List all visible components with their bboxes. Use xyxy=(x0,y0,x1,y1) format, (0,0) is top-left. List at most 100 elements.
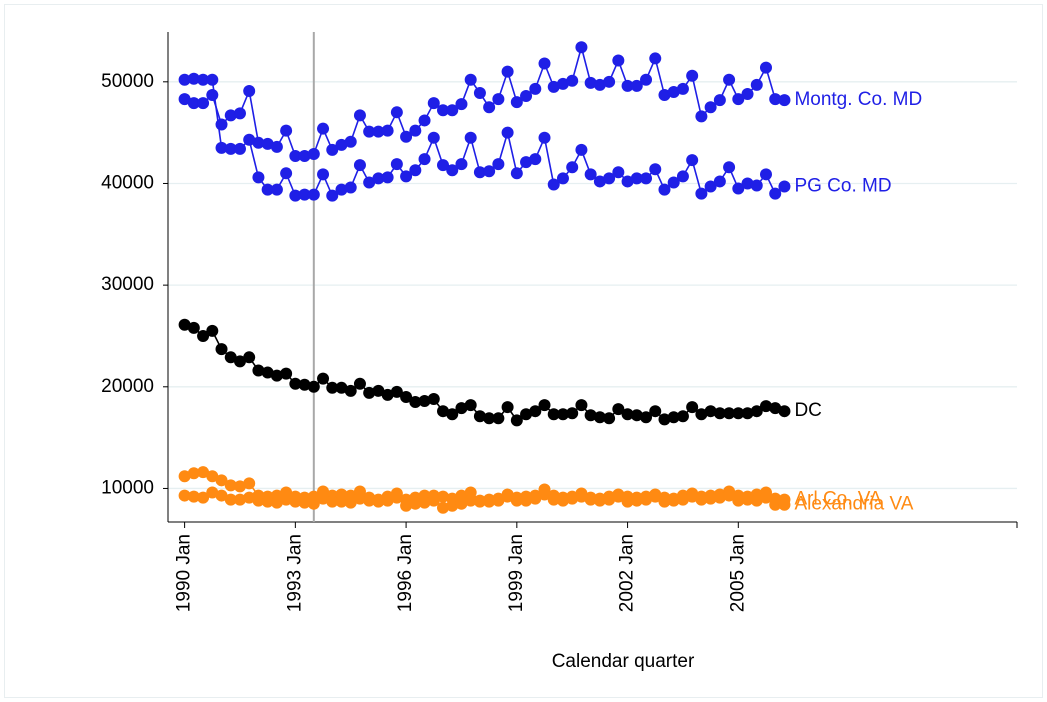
marker xyxy=(704,101,717,114)
marker xyxy=(363,386,376,399)
marker xyxy=(187,321,200,334)
marker xyxy=(492,93,505,106)
marker xyxy=(298,496,311,509)
marker xyxy=(501,401,514,414)
marker xyxy=(713,175,726,188)
marker xyxy=(529,492,542,505)
marker xyxy=(649,52,662,65)
marker xyxy=(695,493,708,506)
marker xyxy=(427,97,440,110)
marker xyxy=(649,163,662,176)
x-axis-label: Calendar quarter xyxy=(552,651,695,672)
marker xyxy=(584,493,597,506)
marker xyxy=(178,93,191,106)
marker xyxy=(566,74,579,87)
marker xyxy=(280,367,293,380)
marker xyxy=(520,408,533,421)
marker xyxy=(778,180,791,193)
marker xyxy=(640,411,653,424)
marker xyxy=(547,80,560,93)
marker xyxy=(197,466,210,479)
marker xyxy=(418,395,431,408)
marker xyxy=(566,161,579,174)
marker xyxy=(243,491,256,504)
marker xyxy=(473,86,486,99)
marker xyxy=(741,407,754,420)
marker xyxy=(732,182,745,195)
marker xyxy=(178,73,191,86)
marker xyxy=(252,364,265,377)
marker xyxy=(344,181,357,194)
marker xyxy=(455,98,468,111)
marker xyxy=(224,351,237,364)
marker xyxy=(427,392,440,405)
marker xyxy=(603,75,616,88)
marker xyxy=(215,489,228,502)
marker xyxy=(233,355,246,368)
marker xyxy=(289,495,302,508)
marker xyxy=(750,494,763,507)
marker xyxy=(233,480,246,493)
marker xyxy=(243,84,256,97)
marker xyxy=(390,106,403,119)
marker xyxy=(400,170,413,183)
marker xyxy=(501,490,514,503)
marker xyxy=(344,496,357,509)
marker xyxy=(243,477,256,490)
marker xyxy=(437,159,450,172)
marker xyxy=(317,168,330,181)
marker xyxy=(593,175,606,188)
marker xyxy=(261,495,274,508)
marker xyxy=(649,405,662,418)
marker xyxy=(206,470,219,483)
marker xyxy=(510,96,523,109)
marker xyxy=(510,494,523,507)
marker xyxy=(483,165,496,178)
marker xyxy=(298,378,311,391)
y-tick-label: 50000 xyxy=(101,71,154,92)
marker xyxy=(538,488,551,501)
marker xyxy=(446,104,459,117)
marker xyxy=(667,85,680,98)
marker xyxy=(178,318,191,331)
marker xyxy=(409,124,422,137)
marker xyxy=(409,396,422,409)
marker xyxy=(427,494,440,507)
marker xyxy=(372,384,385,397)
marker xyxy=(640,172,653,185)
marker xyxy=(529,82,542,95)
marker xyxy=(621,408,634,421)
marker xyxy=(584,76,597,89)
marker xyxy=(667,411,680,424)
marker xyxy=(741,88,754,101)
marker xyxy=(713,94,726,107)
marker xyxy=(593,494,606,507)
marker xyxy=(686,69,699,82)
marker xyxy=(473,495,486,508)
marker xyxy=(270,140,283,153)
marker xyxy=(483,495,496,508)
marker xyxy=(353,492,366,505)
marker xyxy=(658,495,671,508)
marker xyxy=(335,138,348,151)
marker xyxy=(649,490,662,503)
marker xyxy=(261,183,274,196)
marker xyxy=(630,172,643,185)
marker xyxy=(187,72,200,85)
marker xyxy=(603,412,616,425)
marker xyxy=(473,410,486,423)
marker xyxy=(390,385,403,398)
marker xyxy=(575,41,588,54)
marker xyxy=(695,110,708,123)
marker xyxy=(556,408,569,421)
marker xyxy=(464,131,477,144)
marker xyxy=(224,479,237,492)
series-label: Arl Co. VA xyxy=(794,489,882,510)
marker xyxy=(280,167,293,180)
frame xyxy=(4,4,1043,698)
marker xyxy=(187,97,200,110)
marker xyxy=(215,343,228,356)
marker xyxy=(187,467,200,480)
marker xyxy=(289,377,302,390)
marker xyxy=(630,409,643,422)
